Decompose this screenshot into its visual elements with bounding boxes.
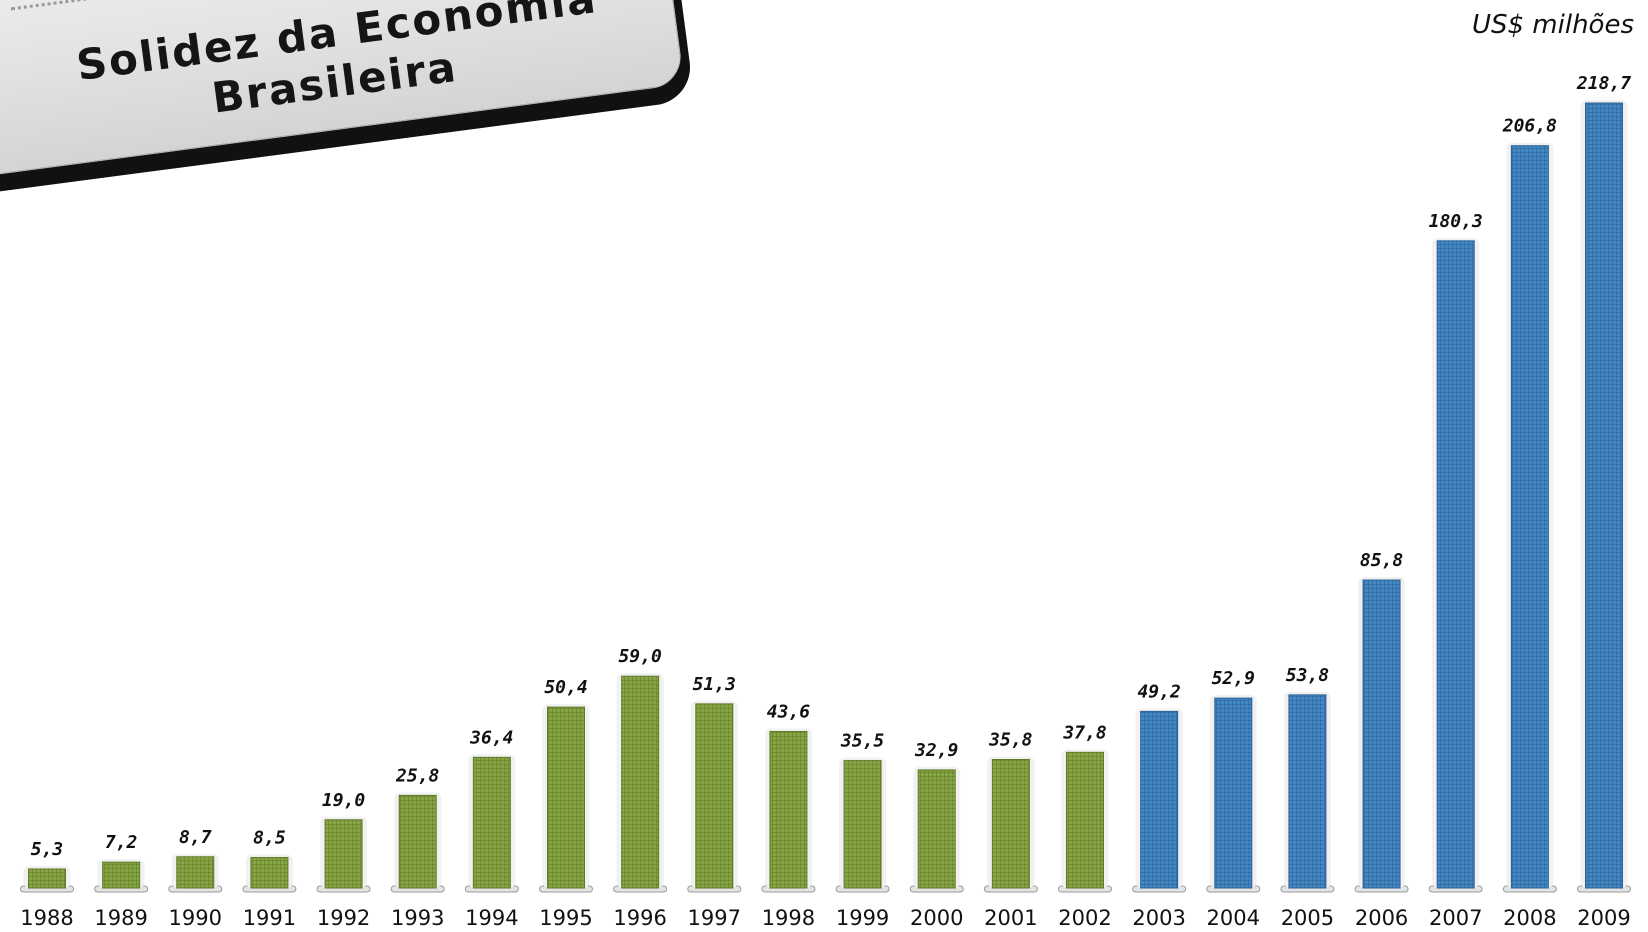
bar-2004 bbox=[1214, 697, 1253, 889]
x-tick-label-2008: 2008 bbox=[1503, 906, 1556, 930]
bar-value-label-2004: 52,9 bbox=[1212, 668, 1255, 689]
x-tick-label-2007: 2007 bbox=[1429, 906, 1482, 930]
x-tick-label-2004: 2004 bbox=[1207, 906, 1260, 930]
bar-value-label-2002: 37,8 bbox=[1062, 722, 1106, 743]
bar-2008 bbox=[1510, 145, 1549, 889]
x-tick-label-1996: 1996 bbox=[613, 906, 666, 930]
bar-1999 bbox=[843, 760, 882, 889]
bar-value-label-2001: 35,8 bbox=[988, 729, 1032, 750]
x-tick-label-2002: 2002 bbox=[1058, 906, 1111, 930]
bar-1994 bbox=[472, 756, 511, 889]
x-tick-label-2005: 2005 bbox=[1281, 906, 1334, 930]
bar-1990 bbox=[176, 856, 215, 889]
bar-2005 bbox=[1288, 694, 1327, 889]
x-tick-label-1994: 1994 bbox=[465, 906, 518, 930]
x-tick-label-1990: 1990 bbox=[169, 906, 222, 930]
bar-2009 bbox=[1585, 102, 1623, 889]
bar-value-label-1998: 43,6 bbox=[767, 702, 811, 723]
bar-1996 bbox=[621, 675, 660, 889]
bar-value-label-1996: 59,0 bbox=[618, 646, 662, 667]
x-tick-label-1995: 1995 bbox=[539, 906, 592, 930]
x-tick-label-1999: 1999 bbox=[836, 906, 889, 930]
bar-value-label-2000: 32,9 bbox=[914, 740, 958, 761]
x-tick-label-2003: 2003 bbox=[1132, 906, 1185, 930]
x-tick-label-1992: 1992 bbox=[317, 906, 370, 930]
bar-value-label-2006: 85,8 bbox=[1360, 550, 1403, 571]
x-tick-label-2000: 2000 bbox=[910, 906, 963, 930]
bar-2002 bbox=[1066, 751, 1104, 889]
bar-1997 bbox=[695, 703, 734, 889]
bar-2003 bbox=[1140, 710, 1179, 889]
bar-2001 bbox=[991, 758, 1030, 889]
bar-1989 bbox=[102, 861, 141, 889]
bar-value-label-1991: 8,5 bbox=[253, 827, 286, 848]
bar-value-label-2009: 218,7 bbox=[1576, 73, 1631, 94]
bar-value-label-1999: 35,5 bbox=[840, 731, 885, 752]
bar-value-label-2003: 49,2 bbox=[1137, 681, 1180, 702]
unit-label: US$ milhões bbox=[1471, 10, 1634, 40]
bar-value-label-2005: 53,8 bbox=[1286, 665, 1329, 686]
bar-value-label-1997: 51,3 bbox=[693, 674, 736, 695]
bar-value-label-2008: 206,8 bbox=[1502, 116, 1557, 137]
bar-1993 bbox=[398, 794, 437, 889]
bar-value-label-1994: 36,4 bbox=[469, 727, 513, 748]
bar-1998 bbox=[769, 731, 808, 889]
bar-1995 bbox=[547, 706, 585, 889]
x-tick-label-1989: 1989 bbox=[94, 906, 147, 930]
bar-value-label-1992: 19,0 bbox=[322, 790, 366, 811]
bar-1991 bbox=[250, 856, 289, 889]
chart-marks: 5,3 1988 7,2 1989 8,7 1990 8,5 1991 19,0 1992 25,8… bbox=[20, 73, 1631, 930]
x-tick-label-1998: 1998 bbox=[762, 906, 815, 930]
bar-value-label-1989: 7,2 bbox=[105, 832, 138, 853]
x-tick-label-1991: 1991 bbox=[243, 906, 296, 930]
x-tick-label-1997: 1997 bbox=[688, 906, 741, 930]
bar-value-label-2007: 180,3 bbox=[1429, 211, 1483, 232]
bar-value-label-1993: 25,8 bbox=[395, 765, 439, 786]
x-tick-label-2001: 2001 bbox=[984, 906, 1037, 930]
bar-1992 bbox=[324, 819, 363, 889]
bar-value-label-1990: 8,7 bbox=[179, 827, 212, 848]
bar-2007 bbox=[1436, 240, 1475, 889]
x-tick-label-2006: 2006 bbox=[1355, 906, 1408, 930]
x-tick-label-1993: 1993 bbox=[391, 906, 444, 930]
bar-2000 bbox=[917, 769, 956, 889]
bar-value-label-1995: 50,4 bbox=[544, 677, 587, 698]
x-tick-label-1988: 1988 bbox=[20, 906, 73, 930]
bar-1988 bbox=[28, 868, 66, 889]
bar-value-label-1988: 5,3 bbox=[31, 839, 64, 860]
bar-2006 bbox=[1362, 579, 1401, 889]
x-tick-label-2009: 2009 bbox=[1577, 906, 1630, 930]
